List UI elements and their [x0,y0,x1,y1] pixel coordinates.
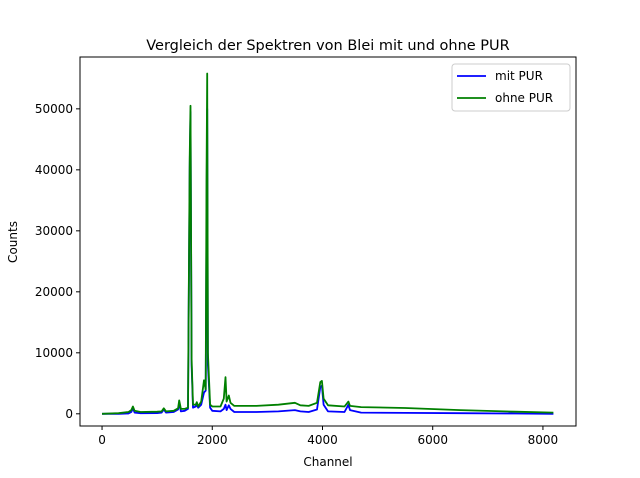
y-tick-label: 40000 [35,163,73,177]
x-axis-ticks: 0 2000 4000 6000 8000 [98,426,558,447]
plot-frame [79,56,577,427]
x-axis-label: Channel [303,455,352,469]
y-tick-label: 20000 [35,285,73,299]
x-tick-label: 0 [98,433,106,447]
legend-label: ohne PUR [495,91,553,105]
legend-label: mit PUR [495,69,543,83]
y-axis-label: Counts [6,221,20,263]
x-tick-label: 2000 [197,433,228,447]
y-tick-label: 30000 [35,224,73,238]
y-tick-label: 0 [65,407,73,421]
x-tick-label: 8000 [528,433,559,447]
series-layer [101,72,554,415]
y-tick-label: 50000 [35,102,73,116]
chart-title: Vergleich der Spektren von Blei mit und … [146,38,509,54]
series-line-ohne-pur [101,72,554,415]
y-axis-ticks: 0 10000 20000 30000 40000 50000 [35,102,80,421]
y-tick-label: 10000 [35,346,73,360]
x-tick-label: 4000 [307,433,338,447]
x-tick-label: 6000 [417,433,448,447]
legend: mit PUR ohne PUR [451,63,571,112]
